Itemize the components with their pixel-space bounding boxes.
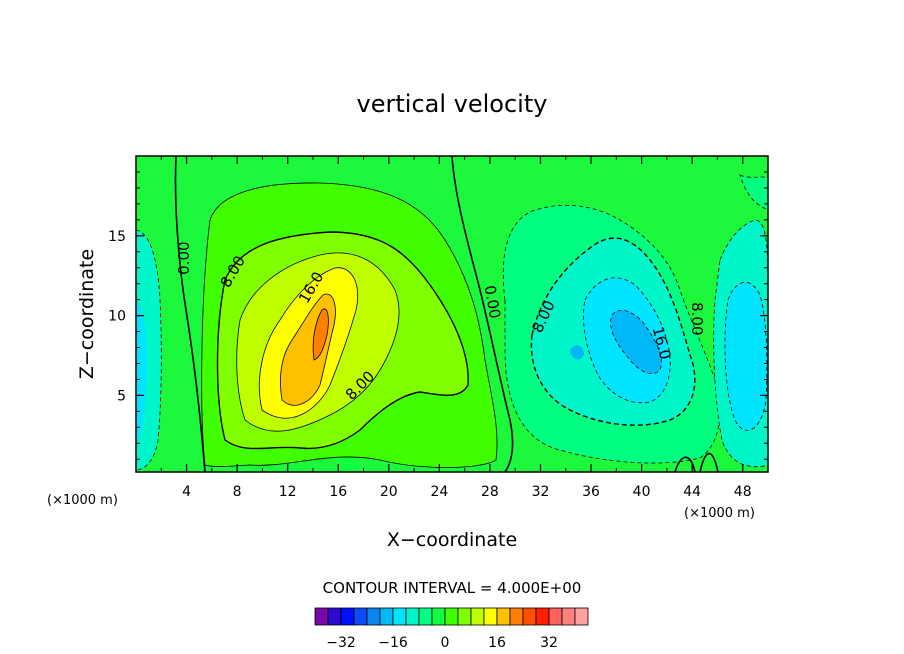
colorbar-labels: −32 −16 0 16 32 — [326, 635, 558, 651]
x-tick-label: 16 — [329, 484, 347, 500]
x-unit-right: (×1000 m) — [684, 506, 755, 521]
x-axis-title: X−coordinate — [387, 529, 517, 551]
colorbar-swatch — [340, 607, 355, 626]
colorbar-swatch — [470, 607, 485, 626]
y-axis-title: Z−coordinate — [76, 249, 98, 379]
field-region — [312, 308, 329, 361]
contour-label: 8.00 — [688, 302, 706, 335]
colorbar-tick-label: 0 — [441, 635, 450, 651]
x-tick-label: 4 — [182, 484, 191, 500]
field-region — [610, 309, 662, 374]
y-tick-label: 10 — [108, 309, 126, 325]
colorbar-swatch — [327, 607, 342, 626]
plot-frame — [135, 155, 769, 473]
colorbar-swatch — [535, 607, 550, 626]
x-unit-left: (×1000 m) — [47, 493, 118, 508]
contour-interval-label: CONTOUR INTERVAL = 4.000E+00 — [323, 579, 582, 597]
x-tick-label: 20 — [380, 484, 398, 500]
colorbar-swatch — [418, 607, 433, 626]
x-tick-label: 8 — [233, 484, 242, 500]
field-region — [724, 282, 768, 431]
colorbar — [314, 607, 589, 626]
zero-contour — [699, 452, 719, 473]
x-axis-ticks: 4 8 12 16 20 24 28 32 36 40 44 48 — [160, 156, 752, 500]
colorbar-swatch — [496, 607, 511, 626]
colorbar-tick-label: −16 — [378, 635, 408, 651]
colorbar-swatch — [561, 607, 576, 626]
colorbar-swatch — [574, 607, 589, 626]
x-tick-label: 32 — [532, 484, 550, 500]
colorbar-swatch — [366, 607, 381, 626]
y-axis-ticks: 5 10 15 — [108, 171, 768, 460]
x-tick-label: 40 — [633, 484, 651, 500]
x-tick-label: 28 — [481, 484, 499, 500]
colorbar-swatch — [379, 607, 394, 626]
field-region — [340, 457, 360, 472]
field-region — [136, 300, 147, 445]
colorbar-swatch — [483, 607, 498, 626]
colorbar-swatch — [353, 607, 368, 626]
x-tick-label: 36 — [582, 484, 600, 500]
colorbar-swatch — [522, 607, 537, 626]
zero-contour — [674, 456, 696, 473]
colorbar-tick-label: 32 — [540, 635, 558, 651]
x-tick-label: 12 — [279, 484, 297, 500]
colorbar-swatch — [405, 607, 420, 626]
x-tick-label: 44 — [683, 484, 701, 500]
y-tick-label: 15 — [108, 229, 126, 245]
zero-contour — [451, 155, 514, 473]
colorbar-swatch — [457, 607, 472, 626]
colorbar-swatch — [444, 607, 459, 626]
contour-label: 0.00 — [175, 241, 193, 274]
field-region — [570, 345, 584, 360]
x-tick-label: 24 — [430, 484, 448, 500]
zero-contour — [174, 155, 206, 473]
y-tick-label: 5 — [117, 388, 126, 404]
colorbar-tick-label: 16 — [488, 635, 506, 651]
colorbar-swatch — [392, 607, 407, 626]
colorbar-swatch — [431, 607, 446, 626]
colorbar-tick-label: −32 — [326, 635, 356, 651]
chart-title: vertical velocity — [357, 90, 548, 118]
colorbar-swatch — [314, 607, 329, 626]
contour-label: 0.00 — [481, 284, 505, 320]
colorbar-swatch — [548, 607, 563, 626]
x-tick-label: 48 — [734, 484, 752, 500]
colorbar-swatch — [509, 607, 524, 626]
